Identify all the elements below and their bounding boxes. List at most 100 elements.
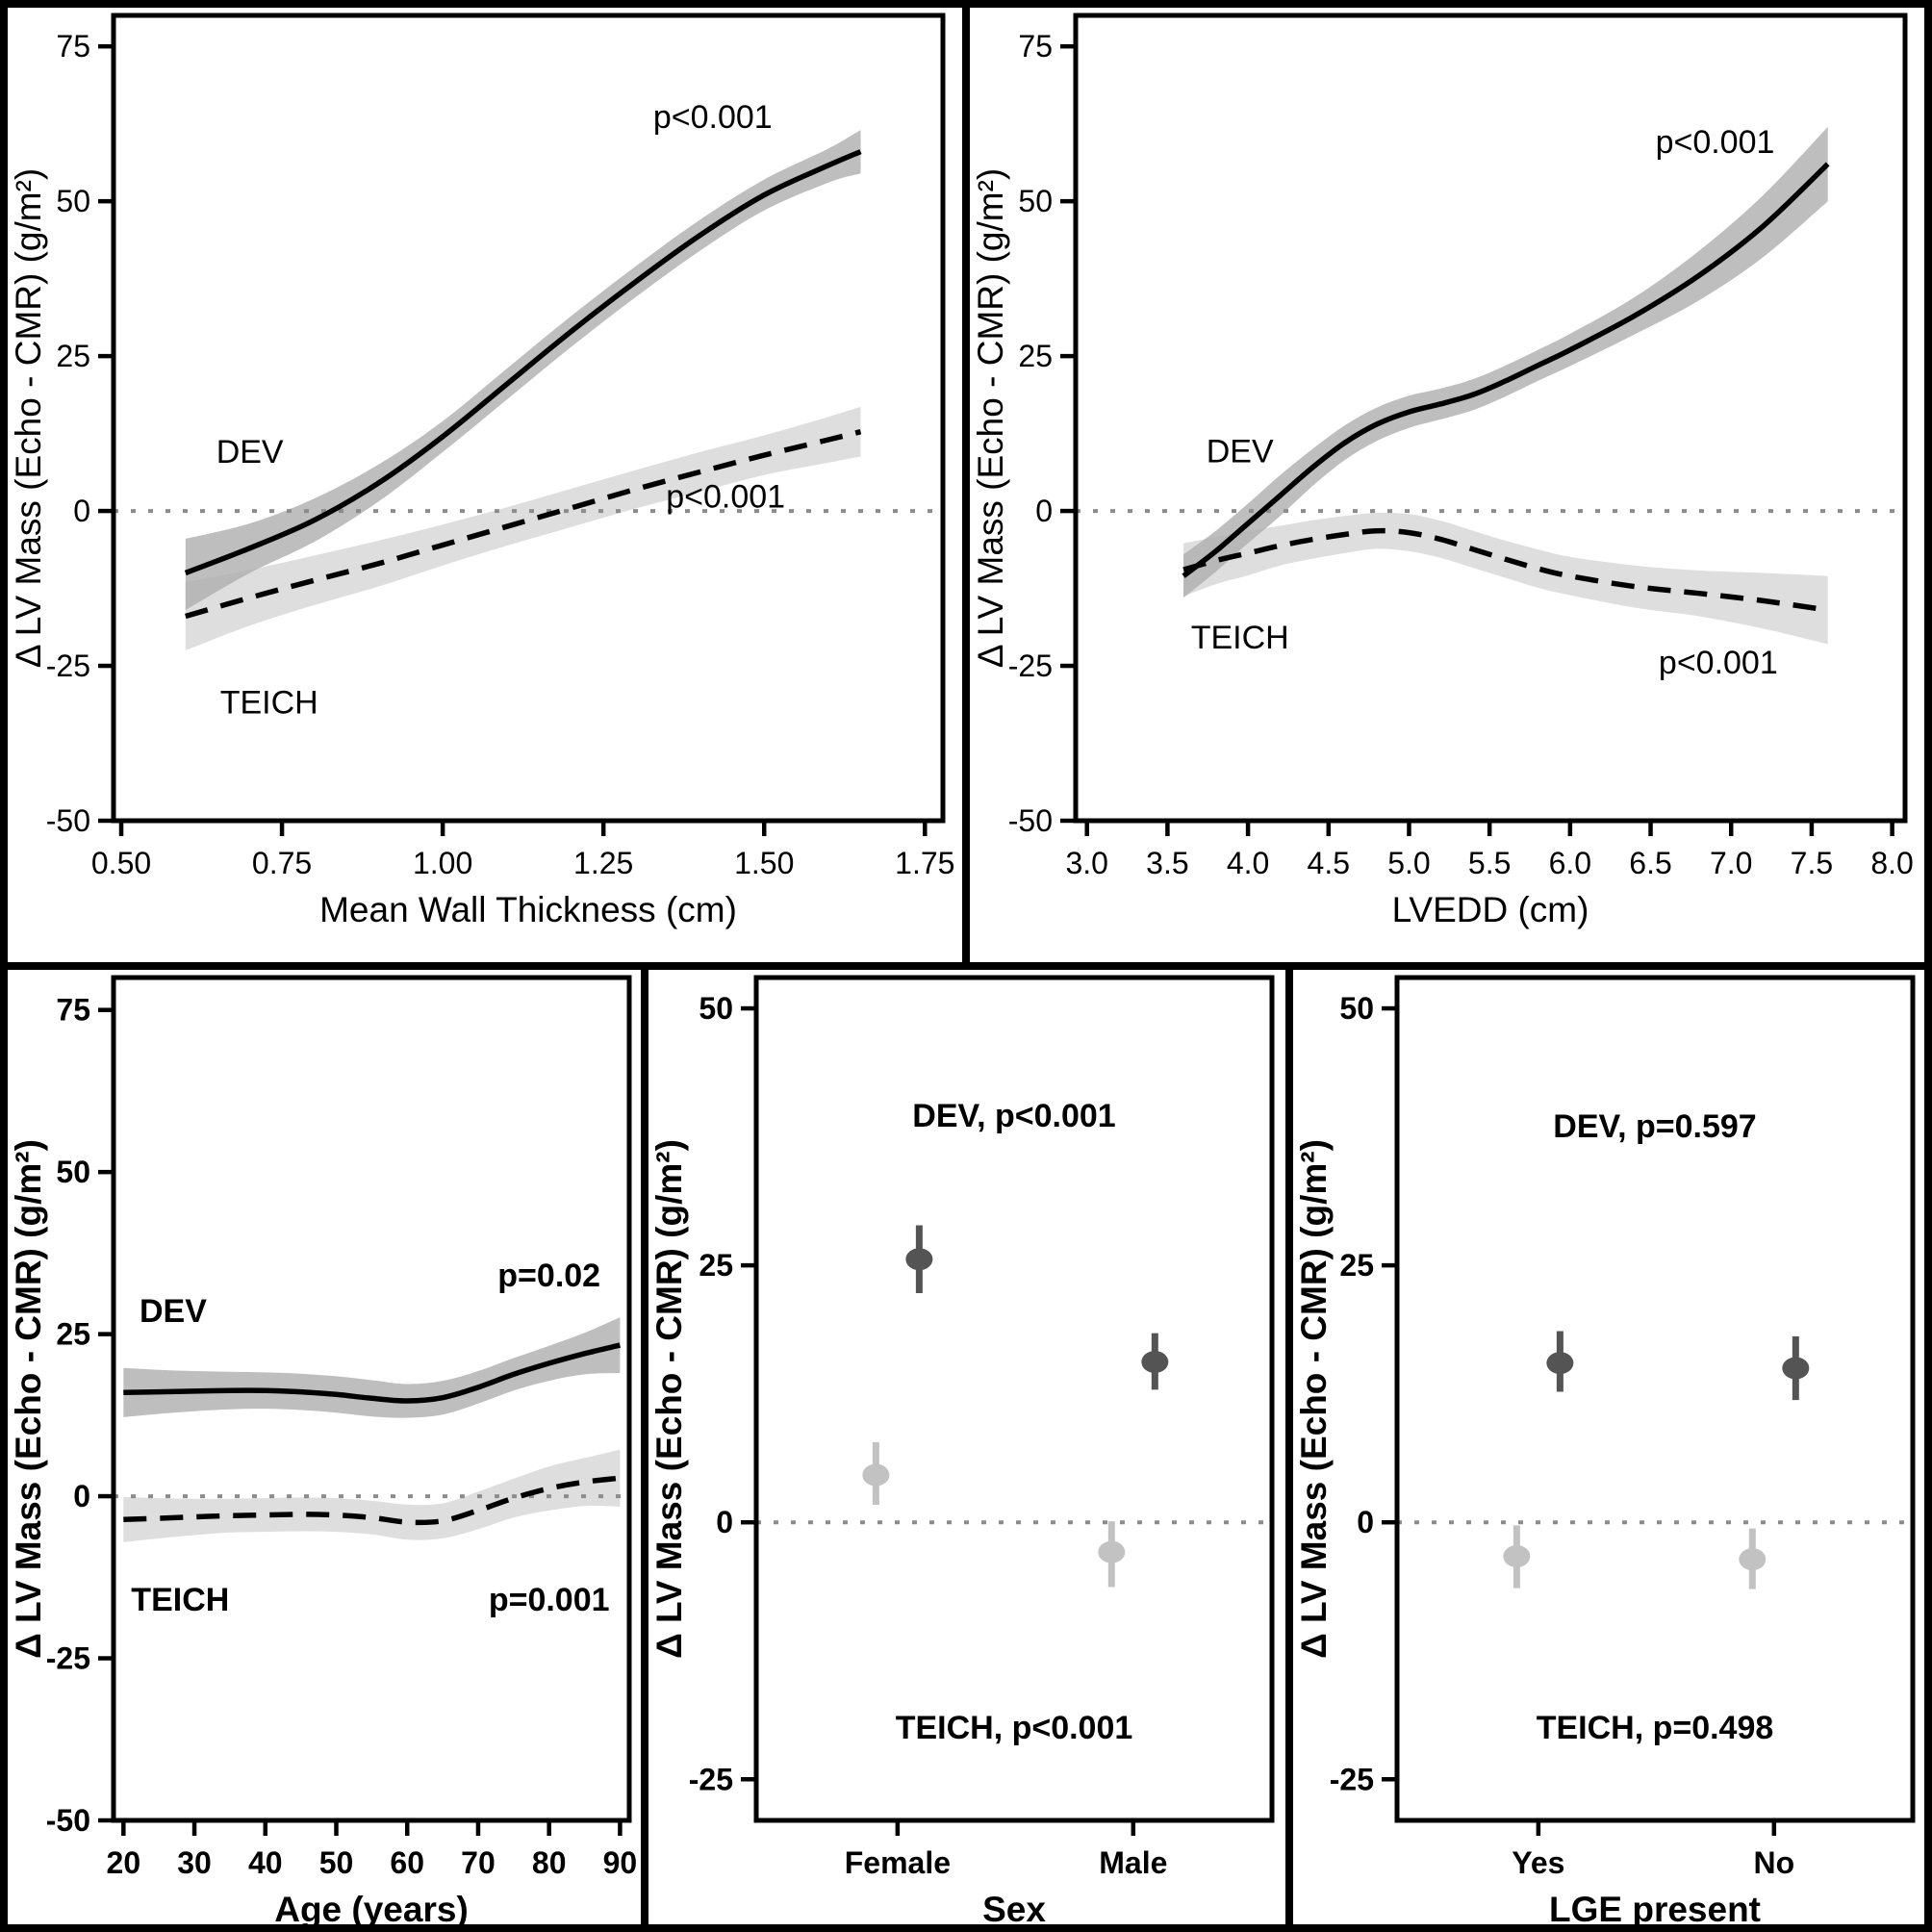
- chart-svg-age: 75 50 25 0 -25 -50 20 30 40 50 60 70 80 90 Age (years)…: [9, 975, 638, 1924]
- y-tick-label: -25: [1008, 648, 1053, 683]
- annotation-teich: TEICH: [131, 1582, 229, 1618]
- y-axis-title: Δ LV Mass (Echo - CMR) (g/m²): [9, 1139, 48, 1659]
- x-axis-title: LVEDD (cm): [1392, 890, 1589, 929]
- x-axis: 20 30 40 50 60 70 80 90: [107, 1820, 638, 1880]
- y-tick-label: 0: [1357, 1505, 1374, 1539]
- y-tick-label: 0: [73, 494, 90, 528]
- panel-lge-present: 50 25 0 -25 Yes No LGE present Δ LV Mass (Echo …: [1293, 970, 1924, 1924]
- y-tick-label: 50: [56, 1155, 90, 1189]
- annotation-dev-p-0-597: DEV, p=0.597: [1553, 1108, 1756, 1145]
- annotation-teich: TEICH: [220, 685, 318, 722]
- x-axis-title: Mean Wall Thickness (cm): [319, 890, 737, 929]
- point-dev-no: [1782, 1357, 1810, 1380]
- y-tick-label: 50: [1339, 991, 1374, 1026]
- annotation-dev: DEV: [216, 434, 284, 470]
- x-tick-label: 7.5: [1791, 846, 1833, 880]
- plot-frame: [111, 13, 946, 824]
- y-tick-label: 0: [1035, 494, 1053, 528]
- plot-frame: [111, 975, 632, 1823]
- y-tick-label: 25: [56, 339, 90, 373]
- y-tick-label: 0: [73, 1479, 90, 1513]
- trend-line-dev: [184, 149, 862, 576]
- x-axis-title: Age (years): [274, 1890, 469, 1924]
- x-tick-label: 60: [390, 1845, 424, 1880]
- y-axis: 75 50 25 0 -25 -50: [46, 993, 114, 1838]
- trend-line-dev: [1182, 162, 1830, 578]
- x-axis-title: LGE present: [1549, 1890, 1761, 1924]
- x-axis-title: Sex: [982, 1890, 1046, 1924]
- plot-frame: [1394, 975, 1916, 1823]
- ci-band-teich: [123, 1449, 621, 1542]
- y-axis-title: Δ LV Mass (Echo - CMR) (g/m²): [649, 1139, 689, 1659]
- point-dev-yes: [1546, 1352, 1574, 1375]
- ci-band-dev: [123, 1317, 621, 1418]
- y-tick-label: -25: [1330, 1762, 1374, 1796]
- y-tick-label: 50: [699, 991, 733, 1026]
- plot-frame: [753, 975, 1275, 1823]
- x-tick-label: 80: [532, 1845, 567, 1880]
- x-tick-label: 6.0: [1549, 846, 1591, 880]
- y-tick-label: -25: [46, 648, 90, 683]
- y-tick-label: -50: [1008, 803, 1053, 838]
- panel-age: 75 50 25 0 -25 -50 20 30 40 50 60 70 80 90 Age (years)…: [8, 970, 641, 1924]
- annotation-p-0-001: p<0.001: [653, 99, 773, 136]
- y-axis-title: Δ LV Mass (Echo - CMR) (g/m²): [9, 168, 48, 668]
- x-tick-label: 20: [107, 1845, 141, 1880]
- y-axis: 75 50 25 0 -25 -50: [1008, 29, 1076, 838]
- annotation-dev: DEV: [140, 1293, 207, 1330]
- annotation-teich: TEICH: [1191, 620, 1289, 656]
- x-tick-label: 7.0: [1710, 846, 1752, 880]
- x-tick-label: 0.50: [91, 846, 151, 880]
- point-dev-female: [905, 1248, 933, 1271]
- x-tick-label: 1.25: [573, 846, 633, 880]
- x-tick-label: 0.75: [252, 846, 312, 880]
- y-tick-label: -25: [46, 1641, 90, 1676]
- y-axis: 50 25 0 -25: [689, 991, 756, 1796]
- x-tick-label: 6.5: [1629, 846, 1671, 880]
- annotation-p-0-001: p=0.001: [489, 1582, 610, 1618]
- trend-line-teich: [123, 1475, 621, 1526]
- ci-band-teich: [185, 406, 861, 650]
- x-tick-label: 5.0: [1387, 846, 1430, 880]
- y-axis-title: Δ LV Mass (Echo - CMR) (g/m²): [1294, 1139, 1334, 1659]
- point-dev-male: [1141, 1351, 1169, 1374]
- y-axis: 50 25 0 -25: [1330, 991, 1397, 1796]
- point-teich-no: [1739, 1548, 1767, 1571]
- y-tick-label: 50: [56, 184, 90, 218]
- x-tick-label: 5.5: [1468, 846, 1511, 880]
- trend-line-teich: [185, 429, 862, 620]
- x-tick-label: 1.75: [895, 846, 954, 880]
- annotation-p-0-02: p=0.02: [497, 1258, 600, 1294]
- annotation-p-0-001: p<0.001: [666, 478, 785, 515]
- y-tick-label: 50: [1018, 184, 1053, 218]
- x-axis: 3.0 3.5 4.0 4.5 5.0 5.5 6.0 6.5 7.0 7.5 8.0: [1065, 821, 1914, 880]
- annotation-teich-p-0-498: TEICH, p=0.498: [1537, 1710, 1774, 1746]
- x-tick-label: 4.0: [1227, 846, 1269, 880]
- point-teich-female: [862, 1463, 890, 1487]
- y-tick-label: 75: [56, 993, 90, 1028]
- x-tick-label: Male: [1099, 1845, 1167, 1880]
- x-tick-label: 30: [177, 1845, 212, 1880]
- y-tick-label: -50: [46, 1803, 90, 1838]
- x-tick-label: 8.0: [1870, 846, 1913, 880]
- y-tick-label: -25: [689, 1762, 733, 1796]
- x-tick-label: Female: [845, 1845, 951, 1880]
- x-tick-label: 70: [461, 1845, 496, 1880]
- x-axis: 0.50 0.75 1.00 1.25 1.50 1.75: [91, 821, 954, 880]
- chart-svg-lvedd: 75 50 25 0 -25 -50 3.0 3.5 4.0 4.5 5.0 5.5 6.0 6.5 7.0…: [971, 13, 1914, 929]
- y-tick-label: -50: [46, 803, 90, 838]
- x-tick-label: 50: [319, 1845, 354, 1880]
- x-tick-label: 90: [603, 1845, 638, 1880]
- x-tick-label: 40: [248, 1845, 283, 1880]
- point-teich-male: [1098, 1540, 1126, 1563]
- annotation-dev: DEV: [1207, 433, 1274, 470]
- x-axis: Female Male: [845, 1820, 1167, 1880]
- annotation-teich-p-0-001: TEICH, p<0.001: [896, 1710, 1133, 1746]
- trend-line-dev: [123, 1342, 622, 1404]
- panel-lvedd: 75 50 25 0 -25 -50 3.0 3.5 4.0 4.5 5.0 5.5 6.0 6.5 7.0…: [970, 8, 1924, 962]
- y-axis-title: Δ LV Mass (Echo - CMR) (g/m²): [971, 168, 1010, 668]
- point-teich-yes: [1503, 1544, 1531, 1567]
- y-tick-label: 0: [716, 1505, 733, 1539]
- y-tick-label: 75: [1018, 29, 1053, 64]
